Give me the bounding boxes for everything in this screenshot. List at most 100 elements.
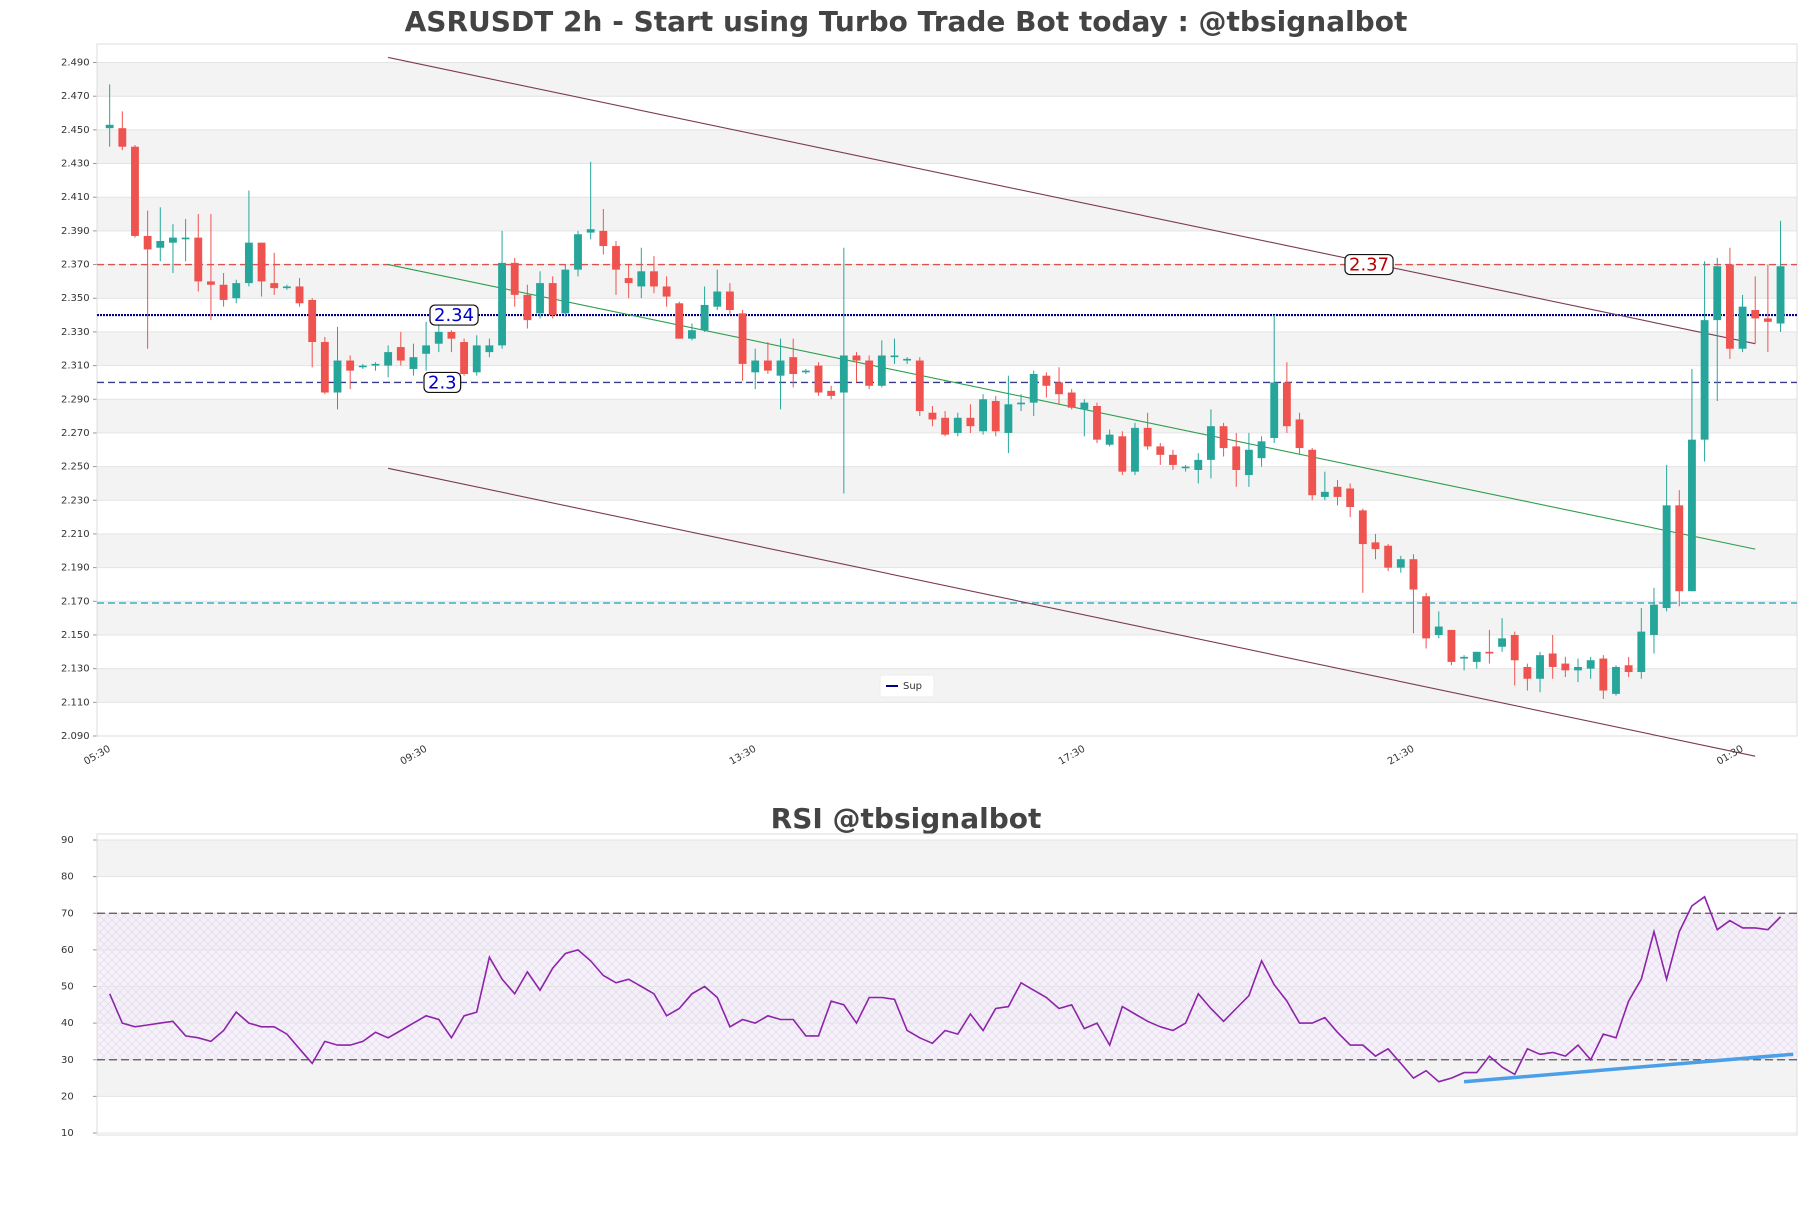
y-tick-label: 2.450 bbox=[61, 125, 90, 136]
candle-body bbox=[219, 284, 228, 300]
candle-body bbox=[169, 237, 177, 243]
candle-body bbox=[1662, 505, 1671, 609]
candle-body bbox=[903, 358, 912, 361]
candle-body bbox=[1169, 454, 1177, 465]
y-tick-label: 80 bbox=[61, 872, 74, 883]
candle-body bbox=[1751, 310, 1760, 319]
y-tick-label: 2.370 bbox=[61, 260, 90, 271]
candle-body bbox=[181, 237, 190, 240]
candle-body bbox=[953, 417, 962, 433]
trend-line bbox=[1463, 1052, 1794, 1084]
y-tick-label: 2.430 bbox=[61, 159, 90, 170]
legend-box bbox=[879, 674, 935, 698]
candle-body bbox=[1650, 604, 1658, 635]
candle-body bbox=[333, 360, 342, 393]
candle-body bbox=[1371, 542, 1380, 550]
candle-body bbox=[1346, 488, 1355, 508]
candle-body bbox=[156, 240, 165, 248]
grid-band bbox=[97, 197, 1797, 231]
grid-band bbox=[97, 1059, 1797, 1097]
candle-body bbox=[1510, 634, 1519, 661]
candle-body bbox=[612, 246, 620, 270]
candle-body bbox=[991, 400, 1000, 432]
level-label-box bbox=[1344, 253, 1394, 276]
plot-frame bbox=[96, 43, 1798, 737]
candle-body bbox=[1017, 402, 1025, 405]
candle-body bbox=[1244, 449, 1253, 476]
candle-body bbox=[1713, 266, 1722, 321]
candle-body bbox=[1194, 459, 1203, 470]
candle-body bbox=[1776, 266, 1785, 324]
y-tick-label: 2.490 bbox=[61, 58, 90, 69]
candle-body bbox=[1675, 505, 1684, 592]
candle-body bbox=[1080, 402, 1089, 410]
candle-body bbox=[244, 242, 253, 284]
level-label: 2.34 bbox=[434, 305, 474, 326]
candle-body bbox=[409, 357, 418, 369]
trend-line bbox=[388, 467, 1756, 757]
candle-body bbox=[320, 342, 329, 393]
candle-body bbox=[460, 342, 469, 375]
candle-body bbox=[877, 355, 886, 386]
y-tick-label: 2.110 bbox=[61, 697, 90, 708]
candle-body bbox=[1333, 486, 1342, 497]
candle-body bbox=[1219, 426, 1228, 449]
candle-body bbox=[232, 283, 241, 299]
candle-body bbox=[801, 370, 810, 373]
candle-body bbox=[1447, 629, 1456, 662]
candle-body bbox=[282, 286, 291, 289]
chart-title: ASRUSDT 2h - Start using Turbo Trade Bot… bbox=[405, 5, 1408, 38]
candle-body bbox=[1105, 434, 1114, 445]
trend-line bbox=[388, 56, 1756, 345]
candle-body bbox=[928, 412, 937, 420]
grid-band bbox=[97, 668, 1797, 703]
candle-body bbox=[358, 365, 367, 368]
candle-body bbox=[207, 281, 215, 285]
candle-body bbox=[814, 365, 823, 393]
grid-band bbox=[97, 264, 1797, 299]
candle-body bbox=[1498, 638, 1506, 647]
candle-body bbox=[561, 269, 570, 314]
level-label: 2.37 bbox=[1349, 255, 1389, 276]
candle-body bbox=[599, 230, 608, 247]
candle-body bbox=[536, 283, 544, 314]
y-tick-label: 10 bbox=[61, 1128, 74, 1139]
y-tick-label: 40 bbox=[61, 1018, 74, 1029]
grid-band bbox=[97, 331, 1797, 366]
candle-body bbox=[1624, 665, 1633, 673]
y-tick-label: 2.410 bbox=[61, 192, 90, 203]
candle-body bbox=[485, 345, 494, 353]
grid-band bbox=[97, 129, 1797, 164]
candle-body bbox=[510, 262, 519, 295]
level-label-box bbox=[423, 371, 462, 394]
plot-frame bbox=[96, 833, 1798, 1136]
candle-body bbox=[548, 283, 557, 316]
y-tick-label: 2.350 bbox=[61, 293, 90, 304]
candle-body bbox=[1485, 651, 1494, 654]
candle-body bbox=[1523, 666, 1532, 679]
candle-body bbox=[1700, 320, 1709, 440]
candle-body bbox=[1093, 405, 1101, 440]
candle-body bbox=[1472, 651, 1481, 662]
rsi-title: RSI @tbsignalbot bbox=[771, 802, 1042, 835]
grid-band bbox=[97, 466, 1797, 501]
candle-body bbox=[1358, 510, 1367, 545]
candle-body bbox=[1586, 660, 1595, 669]
candle-body bbox=[131, 146, 139, 236]
candle-body bbox=[675, 303, 684, 339]
candle-body bbox=[346, 360, 355, 371]
candle-body bbox=[1207, 426, 1215, 460]
candle-body bbox=[1434, 626, 1443, 635]
grid-band bbox=[97, 62, 1797, 97]
level-label-box bbox=[429, 304, 479, 326]
candle-body bbox=[865, 360, 874, 386]
candle-body bbox=[1548, 653, 1557, 667]
y-tick-label: 2.210 bbox=[61, 529, 90, 540]
candle-body bbox=[1118, 436, 1127, 472]
candle-body bbox=[751, 360, 760, 373]
candle-body bbox=[1574, 666, 1582, 671]
candle-body bbox=[789, 357, 798, 375]
candle-body bbox=[384, 352, 393, 366]
candle-body bbox=[637, 271, 646, 287]
y-tick-label: 50 bbox=[61, 982, 74, 993]
